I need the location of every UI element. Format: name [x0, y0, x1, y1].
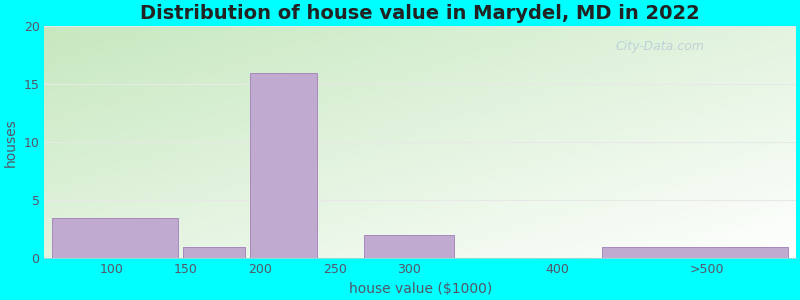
Title: Distribution of house value in Marydel, MD in 2022: Distribution of house value in Marydel, … — [140, 4, 700, 23]
Y-axis label: houses: houses — [4, 118, 18, 166]
Bar — [602, 247, 788, 258]
X-axis label: house value ($1000): house value ($1000) — [349, 282, 492, 296]
Bar — [250, 73, 317, 258]
Bar — [183, 247, 246, 258]
Bar — [52, 218, 178, 258]
Bar — [364, 235, 454, 258]
Text: City-Data.com: City-Data.com — [615, 40, 704, 53]
